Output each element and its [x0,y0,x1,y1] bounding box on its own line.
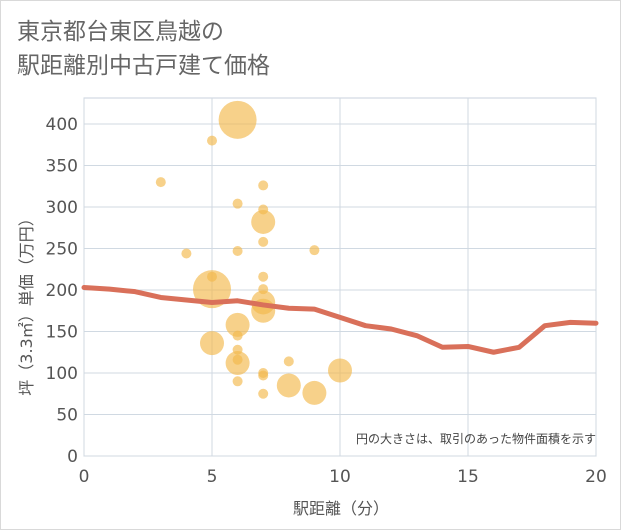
data-point [258,236,269,247]
x-tick-label: 0 [79,467,90,487]
data-point [258,180,269,191]
data-point [232,376,243,387]
data-point [302,380,327,405]
chart-title-line2: 駅距離別中古戸建て価格 [17,53,270,79]
data-point [251,209,276,234]
data-point [258,370,269,381]
y-tick-label: 0 [67,447,78,467]
y-tick-label: 300 [46,198,78,218]
grid [83,97,597,457]
data-point [200,331,224,356]
y-tick-label: 100 [46,364,78,384]
data-point [225,351,250,376]
x-tick-label: 20 [585,467,607,487]
data-point [309,245,320,256]
y-tick-label: 400 [46,115,78,135]
trend-line [81,285,599,355]
x-tick-label: 15 [457,467,479,487]
x-tick-label: 10 [329,467,351,487]
y-axis-label: 坪（3.3㎡）単価（万円） [17,210,36,395]
data-point [258,388,269,399]
data-point [218,100,257,139]
y-tick-label: 150 [46,323,78,343]
data-point [232,330,243,341]
data-point [276,373,301,398]
data-point [258,271,269,282]
chart-title-line1: 東京都台東区鳥越の [17,19,224,45]
chart-title: 東京都台東区鳥越の 駅距離別中古戸建て価格 [17,15,270,83]
data-point [193,270,231,309]
data-point [181,248,192,259]
y-tick-label: 50 [56,406,78,426]
y-tick-label: 350 [46,157,78,177]
x-tick-label: 5 [207,467,218,487]
y-tick-label: 200 [46,281,78,301]
data-point [225,312,250,337]
data-point [283,356,294,367]
bubbles [155,100,352,405]
data-point [328,358,352,383]
trend-series-line [81,285,599,355]
data-point [232,245,243,256]
y-ticks: 0 50 100 150 200 250 300 350 400 [46,115,78,467]
x-ticks: 0 5 10 15 20 [79,467,607,487]
data-point [155,177,166,188]
x-axis-label: 駅距離（分） [293,499,389,518]
data-point [232,198,243,209]
y-tick-label: 250 [46,240,78,260]
data-point [207,135,217,146]
bubble-size-note: 円の大きさは、取引のあった物件面積を示す [356,431,596,446]
